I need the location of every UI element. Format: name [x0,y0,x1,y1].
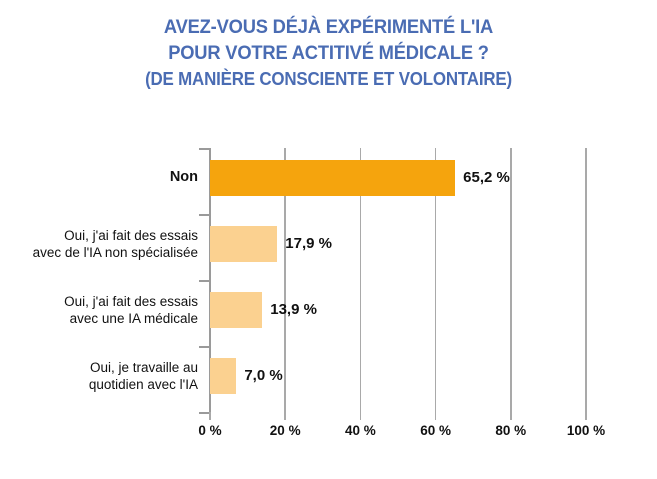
chart-title-line-3: (DE MANIÈRE CONSCIENTE ET VOLONTAIRE) [145,69,512,89]
y-axis-tick-3 [199,346,210,348]
y-axis-tick-1 [199,214,210,216]
x-axis-tick-60 [434,412,437,420]
bar-value-label: 13,9 % [270,301,317,318]
axis-cap-top [199,148,210,150]
category-label: Oui, j'ai fait des essais avec de l'IA no… [2,227,198,261]
bar [210,292,263,328]
bar [210,358,237,394]
x-axis-label-40: 40 % [345,423,376,438]
x-axis-tick-0 [209,412,211,420]
axis-cap-bottom [199,412,210,414]
chart-title: AVEZ-VOUS DÉJÀ EXPÉRIMENTÉ L'IA POUR VOT… [0,14,657,92]
gridline-80 [510,148,512,412]
category-label-line: avec de l'IA non spécialisée [32,245,198,260]
category-label-line: quotidien avec l'IA [88,377,198,392]
y-axis-tick-2 [199,280,210,282]
category-label: Non [2,169,198,186]
chart-title-line-2: POUR VOTRE ACTITIVÉ MÉDICALE ? [168,42,489,64]
bar-value-label: 65,2 % [463,169,510,186]
gridline-100 [585,148,587,412]
x-axis-tick-80 [510,412,512,420]
x-axis-label-20: 20 % [269,423,301,438]
y-axis-line [209,148,211,414]
x-axis-tick-40 [359,412,362,420]
x-axis-label-60: 60 % [420,423,451,438]
x-axis-tick-20 [284,412,286,420]
bar-value-label: 17,9 % [285,235,332,252]
gridline-60 [434,148,437,412]
category-label-line: Non [169,169,198,185]
bar [210,160,456,196]
category-label: Oui, je travaille au quotidien avec l'IA [2,359,198,393]
category-label-line: avec une IA médicale [69,311,198,326]
x-axis-label-100: 100 % [566,423,606,438]
gridline-20 [284,148,286,412]
chart-title-line-1: AVEZ-VOUS DÉJÀ EXPÉRIMENTÉ L'IA [163,16,494,38]
x-axis-tick-100 [585,412,587,420]
bar-value-label: 7,0 % [244,367,283,384]
gridline-40 [359,148,362,412]
bar [210,226,278,262]
category-label: Oui, j'ai fait des essais avec une IA méd… [2,293,198,327]
category-label-line: Oui, je travaille au [89,360,198,375]
x-axis-label-0: 0 % [198,423,222,438]
category-label-line: Oui, j'ai fait des essais [64,228,198,243]
x-axis-label-80: 80 % [495,423,527,438]
category-label-line: Oui, j'ai fait des essais [64,294,198,309]
